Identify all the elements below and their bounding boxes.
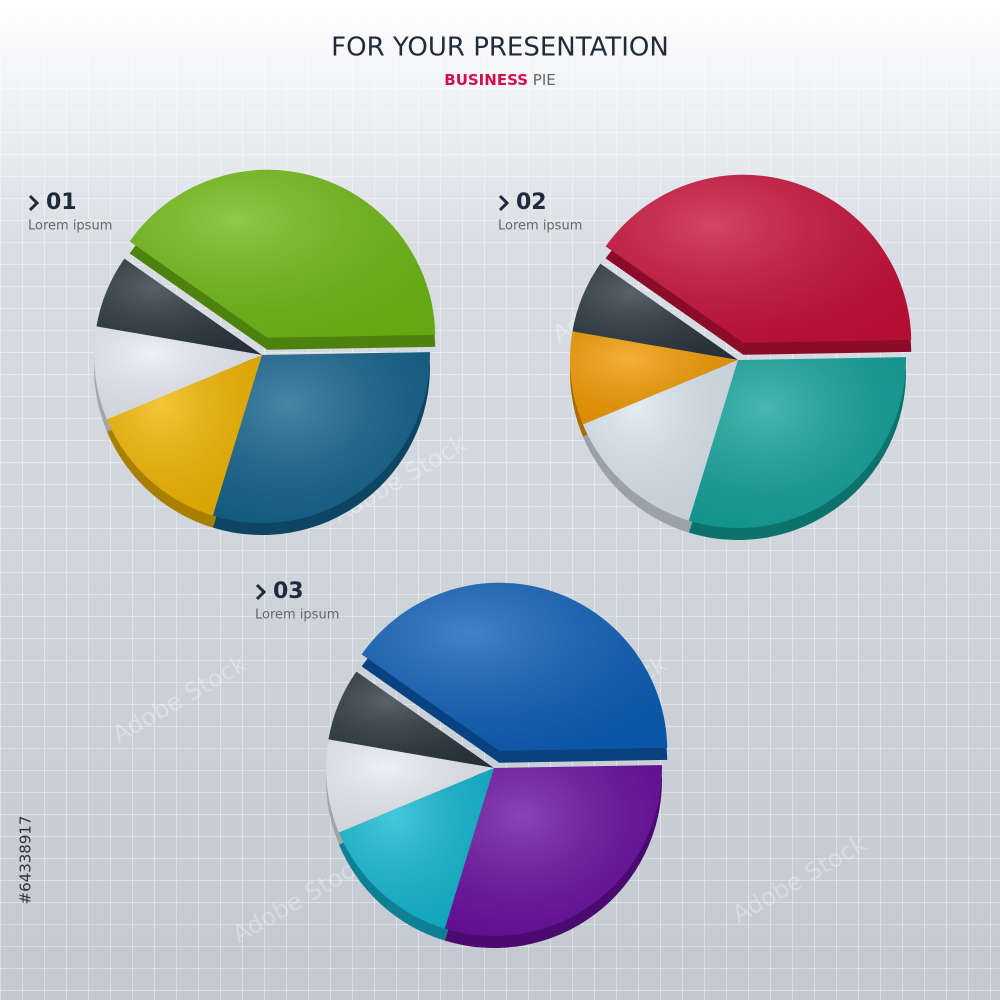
slice-shine [361,582,668,751]
subtitle: BUSINESS PIE [444,71,555,89]
slice-shine [582,360,738,521]
slice-shine [444,765,662,936]
stock-id: #64338917 [17,816,35,905]
slice-shine [688,357,907,529]
chart-label: 02 [516,190,547,215]
pie-chart: 01 Lorem ipsum [28,169,436,535]
pie-chart: 02 Lorem ipsum [498,174,912,540]
chart-label: 03 [273,579,304,604]
subtitle-bold: BUSINESS [444,71,528,89]
slice-shine [106,355,262,516]
slice-shine [96,258,262,355]
chart-sublabel: Lorem ipsum [498,219,582,234]
title: FOR YOUR PRESENTATION [331,33,669,63]
chart-label: 01 [46,190,77,215]
chart-sublabel: Lorem ipsum [28,219,112,234]
chevron-icon [498,194,510,212]
slice-shine [94,326,263,420]
slice-shine [328,671,494,768]
slice-shine [338,768,494,929]
slice-shine [326,739,494,833]
slice-shine [605,174,912,343]
subtitle-text: PIE [533,71,556,89]
slice-shine [572,263,738,360]
chevron-icon [255,583,267,601]
slice-shine [129,169,436,338]
pie-chart: 03 Lorem ipsum [255,579,668,948]
chart-sublabel: Lorem ipsum [255,608,339,623]
chevron-icon [28,194,40,212]
slice-shine [212,352,430,523]
slice-shine [570,331,738,425]
